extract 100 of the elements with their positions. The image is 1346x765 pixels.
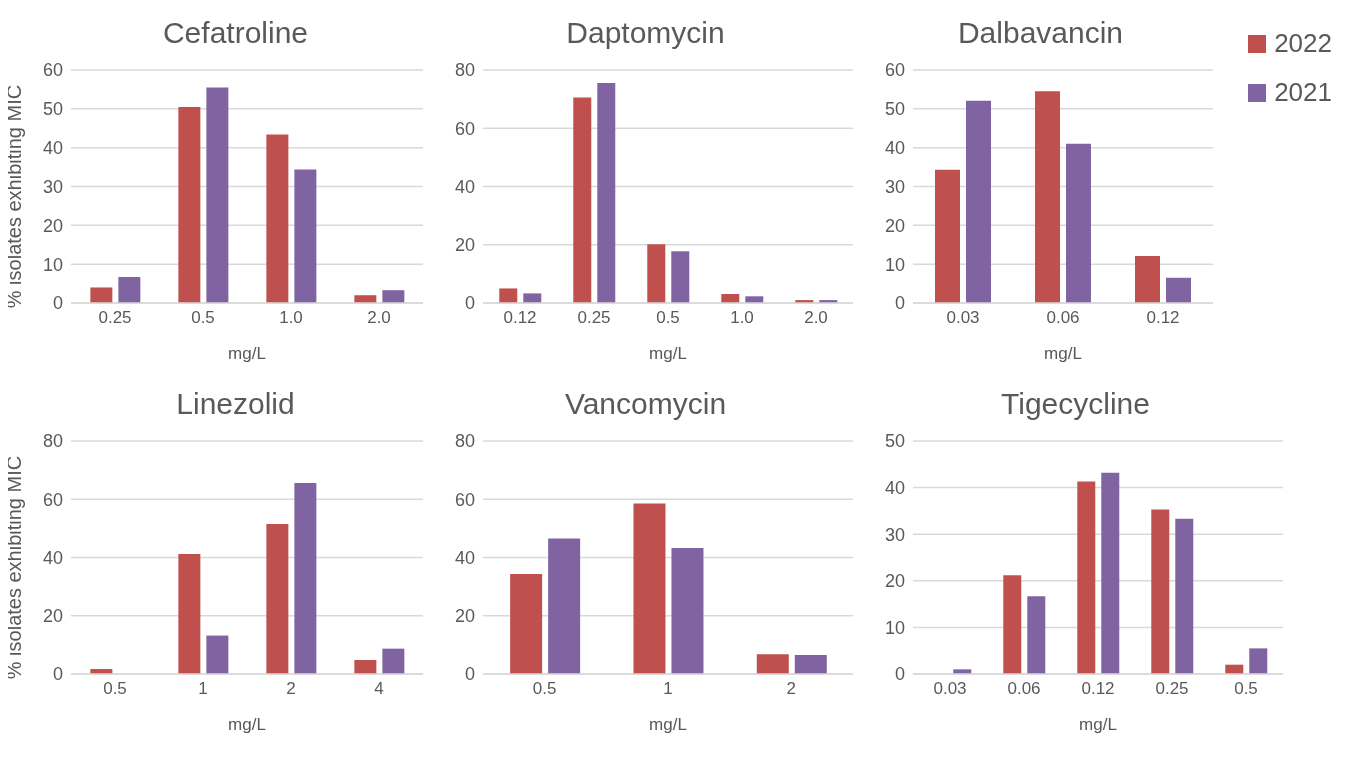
y-tick-label: 60 (454, 489, 475, 510)
bar (1035, 91, 1060, 303)
bar (573, 97, 592, 303)
y-tick-label: 20 (454, 235, 475, 256)
bar (382, 290, 405, 303)
chart-title: Linezolid (176, 387, 295, 420)
bar (206, 87, 229, 303)
y-tick-label: 10 (884, 254, 905, 275)
bar (118, 276, 141, 303)
x-tick-label: 0.12 (1081, 679, 1115, 699)
bar (1249, 648, 1268, 674)
bar (354, 660, 377, 674)
bar (90, 287, 113, 303)
x-tick-label: 0.5 (191, 308, 215, 328)
bar (794, 655, 827, 674)
y-tick-label: 20 (42, 606, 63, 627)
y-tick-label: 40 (884, 138, 905, 159)
bar (266, 524, 289, 674)
x-tick-label: 0.25 (577, 308, 611, 328)
bar (671, 547, 704, 674)
bar (1027, 596, 1046, 674)
x-tick-label: 0.5 (103, 679, 127, 699)
bar (523, 293, 542, 303)
x-tick-label: 1.0 (279, 308, 303, 328)
x-axis-title: mg/L (1044, 344, 1082, 363)
y-tick-label: 0 (464, 664, 475, 685)
x-axis-title: mg/L (649, 344, 687, 363)
y-tick-label: 0 (894, 664, 905, 685)
bar (178, 554, 201, 674)
bar (266, 134, 289, 303)
bar (756, 654, 789, 674)
y-tick-label: 50 (884, 99, 905, 120)
x-tick-label: 2.0 (804, 308, 828, 328)
y-tick-label: 80 (454, 431, 475, 452)
x-tick-label: 0.12 (1146, 308, 1180, 328)
x-tick-label: 0.25 (98, 308, 132, 328)
bar (206, 635, 229, 674)
y-tick-label: 10 (42, 254, 63, 275)
y-tick-label: 30 (42, 176, 63, 197)
bar (1151, 509, 1170, 674)
x-tick-label: 2 (786, 679, 797, 699)
bar (1077, 481, 1096, 674)
x-axis-title: mg/L (228, 344, 266, 363)
y-tick-label: 40 (42, 138, 63, 159)
bar (671, 251, 690, 303)
bar (1135, 256, 1160, 303)
y-tick-label: 20 (454, 606, 475, 627)
y-tick-label: 0 (894, 293, 905, 314)
y-tick-label: 80 (454, 60, 475, 81)
x-tick-label: 0.06 (1046, 308, 1080, 328)
chart-title: Tigecycline (1001, 387, 1150, 420)
x-tick-label: 4 (374, 679, 384, 699)
y-tick-label: 40 (42, 547, 63, 568)
x-tick-label: 1 (198, 679, 208, 699)
chart-title: Cefatroline (162, 16, 309, 49)
bar (1003, 575, 1022, 674)
x-tick-label: 0.5 (1234, 679, 1258, 699)
x-tick-label: 0.12 (503, 308, 537, 328)
bar (178, 106, 201, 303)
bar (499, 288, 518, 303)
y-tick-label: 40 (454, 176, 475, 197)
bar (1166, 277, 1191, 303)
x-axis-title: mg/L (649, 715, 687, 734)
y-tick-label: 60 (884, 60, 905, 81)
bar (935, 169, 960, 303)
x-tick-label: 0.5 (656, 308, 680, 328)
bar (647, 244, 666, 303)
bar (1175, 518, 1194, 674)
bar (1101, 472, 1120, 674)
y-tick-label: 0 (464, 293, 475, 314)
x-tick-label: 0.25 (1155, 679, 1189, 699)
bar (966, 100, 991, 303)
chart-title: Dalbavancin (957, 16, 1124, 49)
bar (294, 169, 317, 303)
x-tick-label: 0.06 (1007, 679, 1041, 699)
x-tick-label: 2.0 (367, 308, 391, 328)
y-tick-label: 40 (454, 547, 475, 568)
bar (548, 538, 581, 674)
bar (597, 83, 616, 303)
y-tick-label: 20 (884, 215, 905, 236)
y-tick-label: 30 (884, 176, 905, 197)
y-tick-label: 60 (42, 489, 63, 510)
y-tick-label: 50 (884, 431, 905, 452)
x-tick-label: 0.03 (933, 679, 967, 699)
y-tick-label: 60 (42, 60, 63, 81)
bar (382, 648, 405, 674)
x-axis-title: mg/L (228, 715, 266, 734)
legend-label: 2021 (1274, 77, 1332, 108)
y-tick-label: 30 (884, 524, 905, 545)
chart-title: Vancomycin (564, 387, 727, 420)
bar (354, 295, 377, 303)
bar (633, 503, 666, 674)
y-tick-label: 0 (52, 293, 63, 314)
x-axis-title: mg/L (1079, 715, 1117, 734)
y-tick-label: 60 (454, 118, 475, 139)
y-tick-label: 20 (42, 215, 63, 236)
bar (1066, 143, 1091, 303)
x-tick-label: 0.5 (532, 679, 557, 699)
x-tick-label: 1 (663, 679, 673, 699)
y-tick-label: 80 (42, 431, 63, 452)
